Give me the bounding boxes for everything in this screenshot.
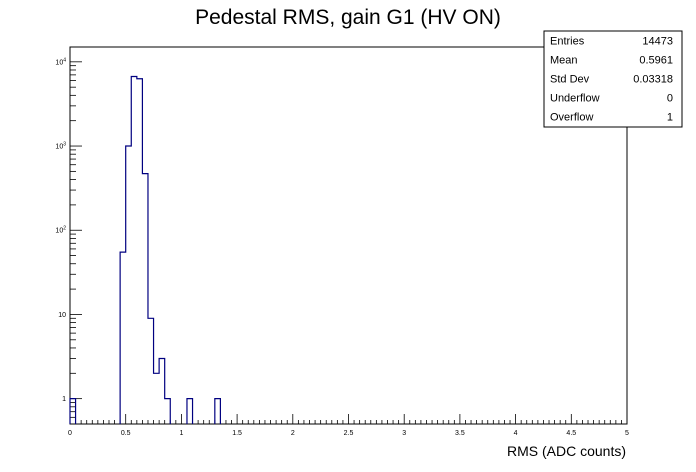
x-axis-label: RMS (ADC counts) [507,443,626,459]
stats-rows: Entries 14473 Mean 0.5961 Std Dev 0.03318 Unde… [550,36,673,124]
y-tick-label: 104 [55,57,66,66]
histogram-bin-10 [187,399,193,424]
histogram-bins [70,76,220,424]
stats-value-std-dev: 0.03318 [633,74,673,86]
y-tick-label: 1 [62,396,66,403]
histogram-bin-4 [137,79,143,424]
stats-label-std-dev: Std Dev [550,74,590,86]
stats-label-entries: Entries [550,36,585,48]
x-tick-label: 3 [402,430,406,437]
histogram-bin-9 [165,399,171,424]
x-tick-label: 5 [625,430,629,437]
chart-title: Pedestal RMS, gain G1 (HV ON) [195,6,501,29]
x-tick-label: 0.5 [121,430,131,437]
x-tick-label: 3.5 [455,430,465,437]
x-tick-label: 1.5 [232,430,242,437]
stats-label-mean: Mean [550,55,578,67]
histogram-bin-7 [154,373,160,424]
histogram-outline [69,75,221,424]
histogram-bin-5 [142,174,148,424]
stats-box: Entries 14473 Mean 0.5961 Std Dev 0.03318 Unde… [543,30,683,128]
x-tick-label: 0 [68,430,72,437]
x-tick-label: 2 [291,430,295,437]
histogram-bin-6 [148,318,154,424]
y-tick-label: 102 [55,226,66,235]
histogram-bin-11 [215,399,221,424]
y-axis: 1 10 102 103 104 [55,57,82,425]
histogram-bin-1 [120,252,126,424]
stats-value-underflow: 0 [667,93,673,105]
histogram-bin-2 [126,146,132,424]
stats-value-entries: 14473 [642,36,673,48]
x-tick-label: 4 [514,430,518,437]
stats-box-frame [543,30,683,128]
histogram-bin-3 [131,76,137,424]
stats-label-overflow: Overflow [550,112,593,124]
histogram-bin-8 [159,358,165,424]
y-tick-label: 103 [55,142,66,151]
x-tick-label: 2.5 [344,430,354,437]
x-axis: 0 0.5 1 1.5 2 2.5 3 3.5 4 4.5 5 [68,414,629,437]
x-tick-label: 4.5 [566,430,576,437]
x-tick-label: 1 [179,430,183,437]
stats-label-underflow: Underflow [550,93,600,105]
y-tick-label: 10 [58,312,66,319]
stats-value-overflow: 1 [667,112,673,124]
stats-value-mean: 0.5961 [639,55,673,67]
